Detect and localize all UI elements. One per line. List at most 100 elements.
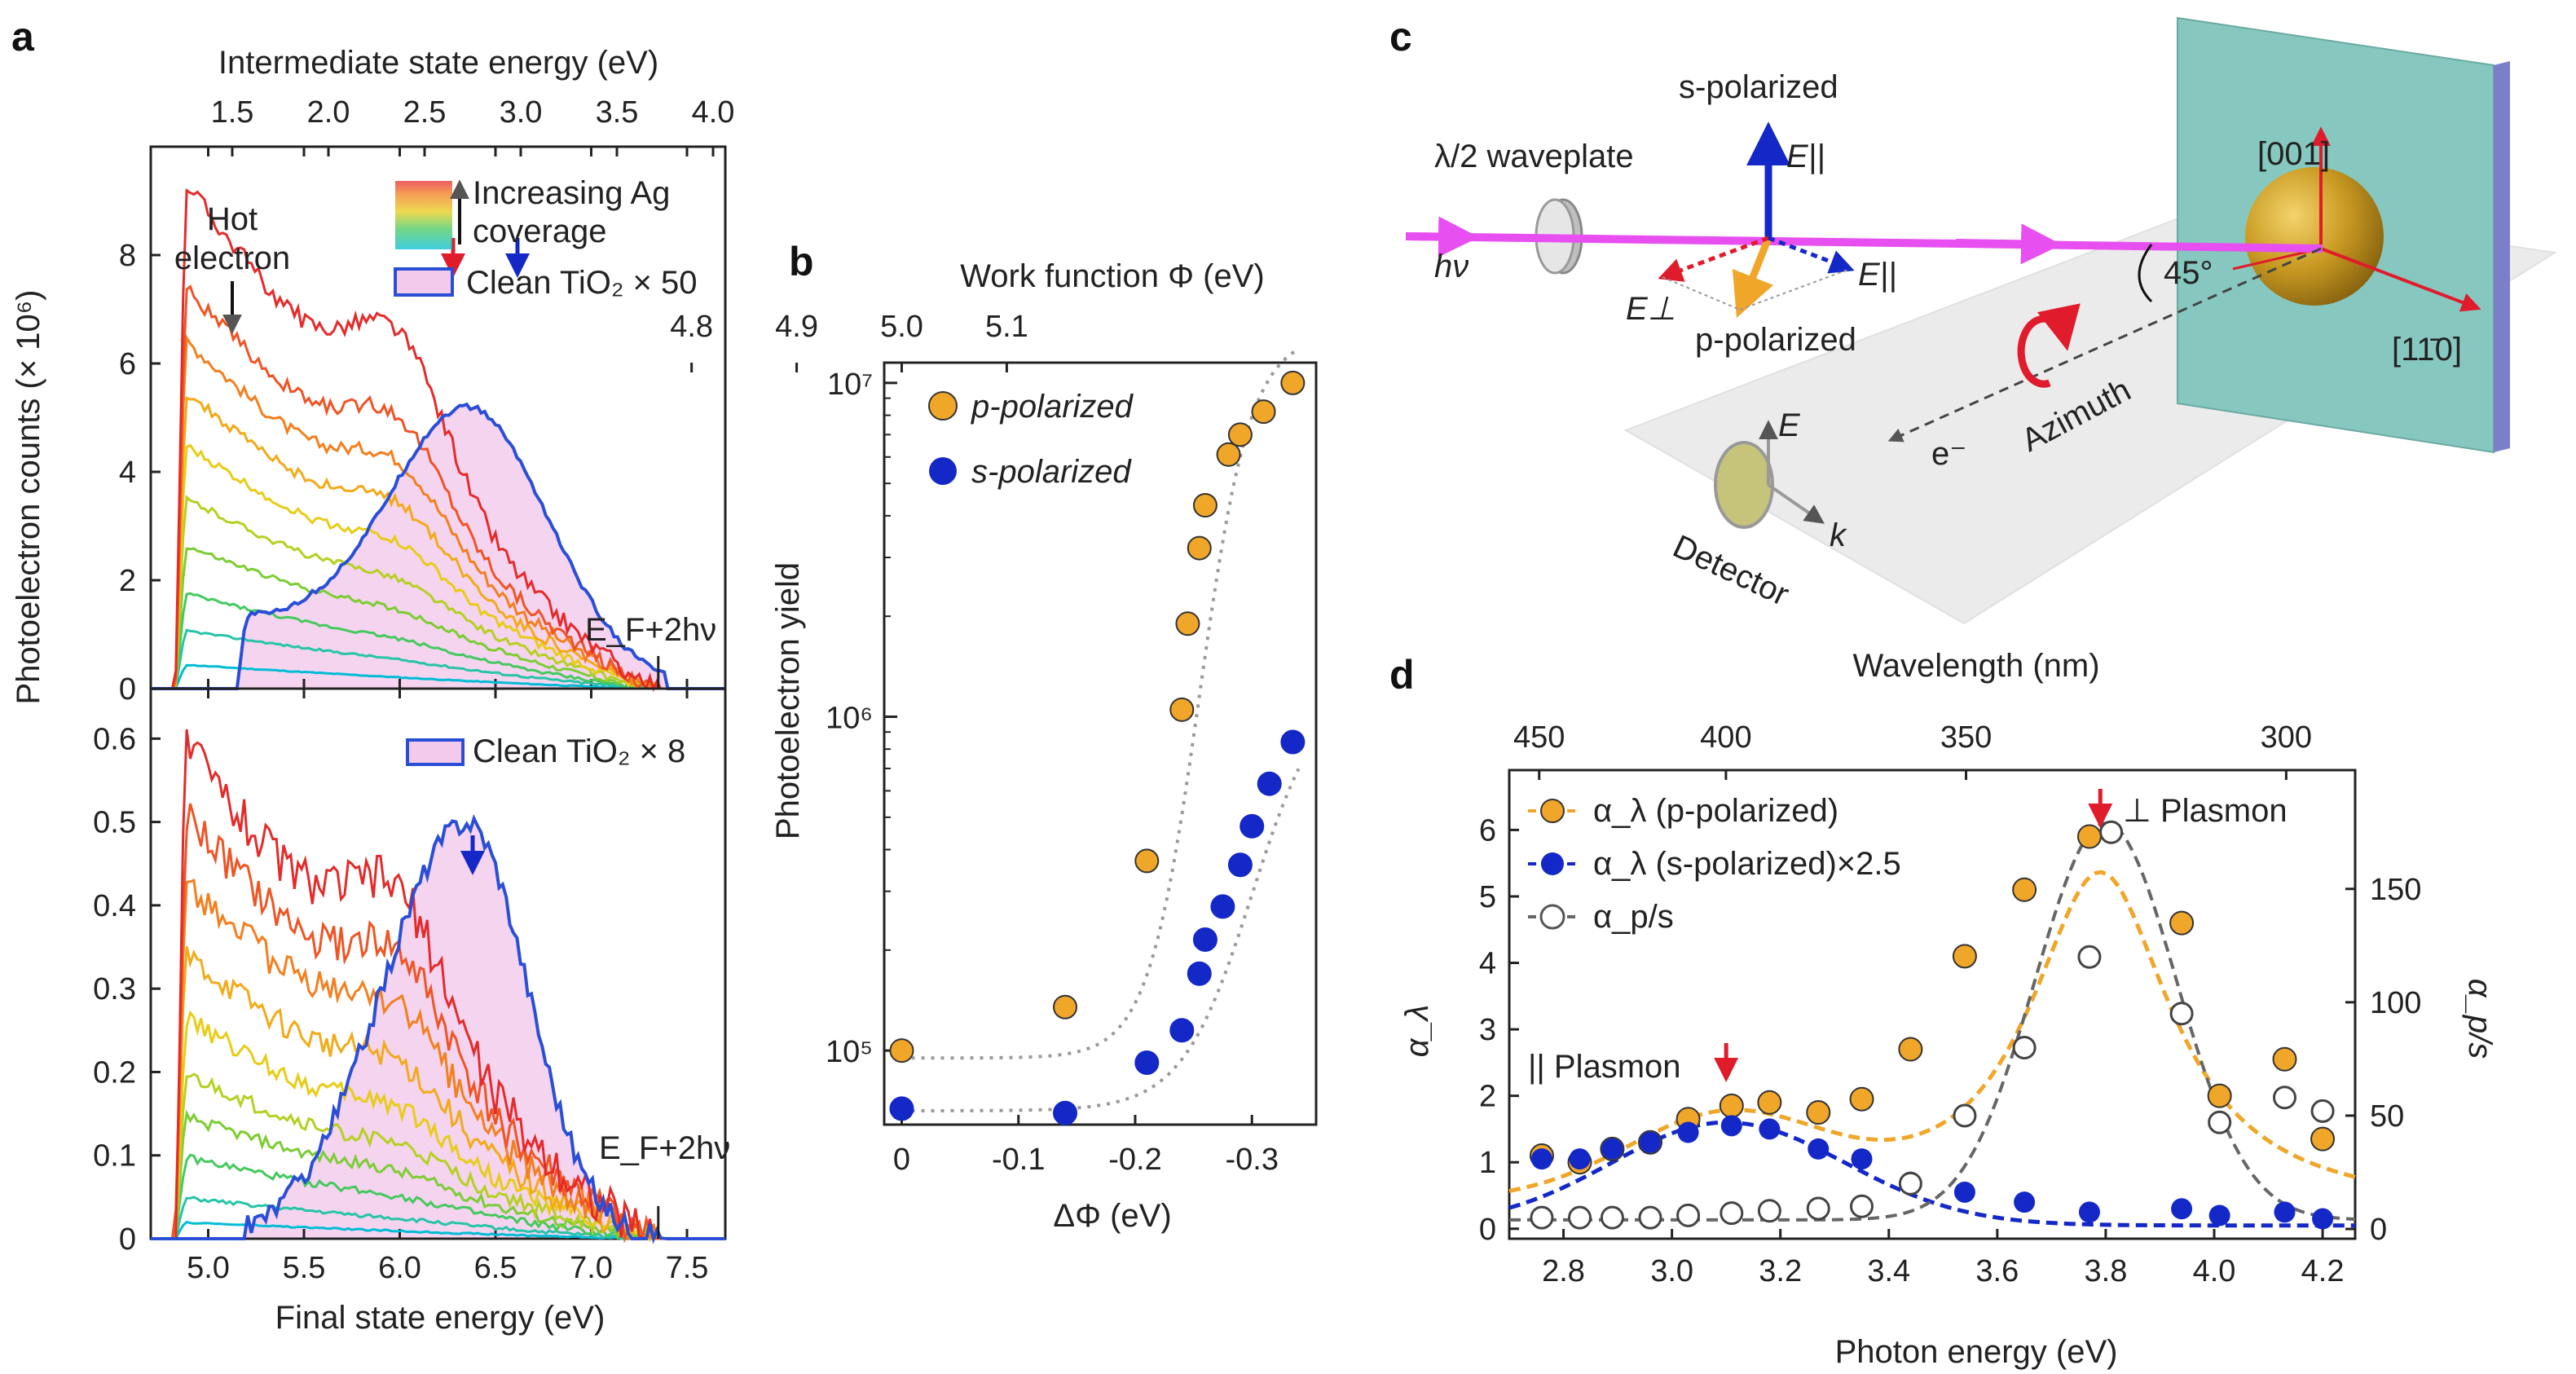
data-point-s — [2274, 1201, 2296, 1223]
x-tick-label: 3.0 — [1650, 1254, 1693, 1288]
data-point-s — [2171, 1198, 2193, 1220]
data-point-p — [1280, 370, 1306, 395]
y-tick-label: 5 — [1479, 880, 1496, 914]
fit-curve-ratio — [1509, 821, 2356, 1222]
data-point-s — [1808, 1138, 1830, 1160]
spectrum-line — [151, 729, 725, 1243]
y-tick-label: 3 — [1479, 1013, 1496, 1047]
y-tick-label: 2 — [1479, 1080, 1496, 1114]
data-point-p — [2272, 1046, 2297, 1072]
data-point-ratio — [1953, 1103, 1977, 1128]
legend-marker-s-d — [1541, 852, 1564, 875]
data-point-p — [1898, 1037, 1923, 1062]
data-point-p — [1719, 1093, 1744, 1118]
data-point-p — [1175, 611, 1200, 636]
data-point-s — [1601, 1138, 1623, 1160]
e-par-right-vector — [1768, 236, 1855, 274]
x-tick-label: 7.0 — [570, 1251, 613, 1285]
ef-label-top: E_F+2hν — [585, 612, 716, 648]
data-point-s — [1720, 1115, 1742, 1137]
data-point-p — [1806, 1100, 1831, 1125]
a-top-plot: 0 2 4 6 8 — [119, 145, 727, 707]
detector-k-axis — [1767, 483, 1825, 524]
fit-curve-s-d — [1508, 1120, 2355, 1228]
azimuth-icon — [2017, 303, 2081, 388]
data-point-p — [1216, 442, 1241, 467]
panel-label-c: c — [1389, 14, 1412, 59]
legend-alpha-p: α_λ (p-polarized) — [1593, 793, 1838, 829]
y-tick-label: 4 — [119, 456, 136, 490]
data-point-s — [1953, 1181, 1975, 1203]
b-legend: p-polarized s-polarized — [928, 389, 1134, 490]
data-point-ratio — [1530, 1205, 1554, 1230]
coverage-gradient-swatch — [395, 181, 452, 249]
y-tick-label: 6 — [119, 347, 136, 381]
nanoparticle-sphere — [2245, 167, 2384, 306]
y-tick-label: 0 — [119, 1222, 136, 1257]
clean-tio2-line — [151, 813, 725, 1244]
laser-arrow-1 — [1405, 216, 1479, 258]
spectrum-line — [151, 879, 725, 1240]
fit-curve-s — [901, 768, 1301, 1112]
data-point-s — [1280, 729, 1306, 755]
data-point-s — [1169, 1018, 1195, 1043]
x-tick-label: 0 — [893, 1143, 910, 1177]
data-point-s — [1187, 961, 1212, 986]
x-tick-label: 5.0 — [187, 1251, 230, 1285]
e-par-top-label: E|| — [1786, 139, 1825, 174]
data-point-p — [1192, 493, 1218, 518]
data-point-s — [1210, 894, 1235, 919]
x-tick-label: 2.8 — [1542, 1254, 1585, 1288]
data-point-s — [1569, 1148, 1591, 1170]
substrate-edge — [2494, 61, 2510, 452]
a-bottom-plot: 5.0 5.5 6.0 6.5 7.0 7.5 0 0.1 0.2 0.3 0.4 0.5 0.6 — [93, 687, 727, 1285]
y-tick-label: 0.4 — [93, 889, 136, 923]
d-ylabel-left: α_λ — [1399, 1005, 1435, 1058]
data-point-ratio — [1676, 1203, 1701, 1227]
b-plot: 0 -0.1 -0.2 -0.3 10⁵ 10⁶ 10⁷ — [690, 347, 1318, 1177]
a-top-tick-labels: 1.5 2.0 2.5 3.0 3.5 4.0 — [211, 95, 735, 130]
d-top-tick: 450 — [1513, 720, 1565, 755]
legend-alpha-s: α_λ (s-polarized)×2.5 — [1593, 846, 1901, 882]
d-plot: 2.8 3.0 3.2 3.4 3.6 3.8 4.0 4.2 0 1 2 3 4 5 6 0 50 100 150 — [1479, 768, 2421, 1288]
data-point-ratio — [1568, 1205, 1592, 1230]
data-point-p — [889, 1038, 914, 1064]
x-tick-label: 3.6 — [1975, 1254, 2019, 1288]
data-point-s — [2312, 1208, 2334, 1230]
y-tick-label: 0.2 — [93, 1055, 136, 1090]
data-point-ratio — [1638, 1205, 1662, 1230]
spectrum-line — [151, 284, 725, 691]
x-tick-label: 7.5 — [666, 1251, 709, 1285]
data-point-p — [1849, 1086, 1874, 1112]
data-point-p — [2207, 1083, 2232, 1108]
axis-1m10 — [2320, 247, 2481, 312]
d-top-tick: 350 — [1940, 720, 1992, 755]
angle-arc — [2138, 244, 2153, 303]
electron-path — [1887, 247, 2322, 443]
data-point-ratio — [2273, 1086, 2296, 1110]
label-1m10: [11̄0] — [2392, 332, 2462, 368]
d-legend: α_λ (p-polarized) α_λ (s-polarized)×2.5 … — [1528, 793, 1901, 935]
ef-label-bottom: E_F+2hν — [599, 1130, 730, 1166]
detector-icon — [1714, 441, 1774, 529]
data-point-s — [1053, 1100, 1078, 1125]
data-point-ratio — [2099, 820, 2124, 844]
data-point-ratio — [2012, 1035, 2037, 1059]
a-top-tick: 2.0 — [307, 95, 350, 130]
detector-label: Detector — [1667, 528, 1794, 613]
y2-tick-label: 0 — [2370, 1213, 2387, 1247]
data-point-s — [1759, 1118, 1781, 1140]
data-point-s — [1530, 1148, 1552, 1170]
data-point-s — [1192, 927, 1218, 952]
x-tick-label: 6.5 — [474, 1251, 517, 1285]
b-ylabel: Photoelectron yield — [770, 562, 806, 839]
data-point-s — [889, 1096, 914, 1121]
a-ylabel: Photoelectron counts (× 10⁶) — [11, 290, 46, 705]
data-point-ratio — [2310, 1099, 2335, 1123]
y-tick-label: 0 — [1479, 1213, 1496, 1247]
data-point-s — [1257, 771, 1282, 796]
y-tick-label: 10⁶ — [826, 701, 873, 735]
data-point-ratio — [2208, 1110, 2232, 1134]
panel-label-a: a — [11, 14, 35, 59]
